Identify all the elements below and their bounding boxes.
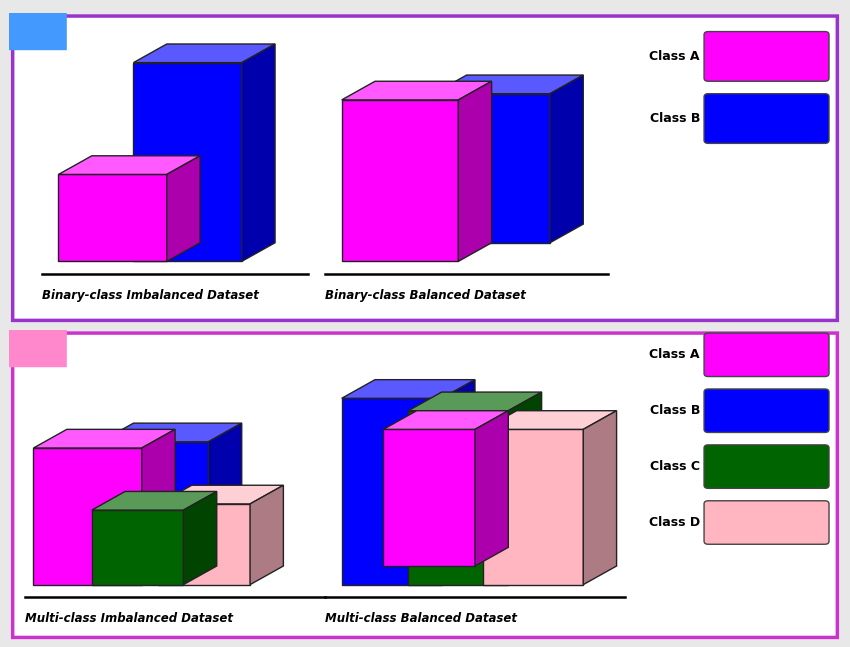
Text: Class A: Class A [649,348,700,361]
Text: Class B: Class B [649,112,700,125]
FancyBboxPatch shape [704,94,829,144]
Polygon shape [475,411,508,566]
Text: Class D: Class D [649,516,700,529]
FancyBboxPatch shape [8,324,67,367]
Polygon shape [100,442,208,554]
Polygon shape [92,510,184,585]
Polygon shape [434,75,583,94]
Polygon shape [133,44,275,63]
Polygon shape [142,430,175,585]
Polygon shape [342,100,458,261]
FancyBboxPatch shape [704,501,829,544]
Text: Multi-class Imbalanced Dataset: Multi-class Imbalanced Dataset [26,612,233,625]
FancyBboxPatch shape [704,333,829,377]
Text: Class B: Class B [649,404,700,417]
Polygon shape [33,448,142,585]
Polygon shape [550,75,583,243]
Polygon shape [241,44,275,261]
Polygon shape [583,411,616,585]
FancyBboxPatch shape [704,445,829,488]
Polygon shape [458,82,491,261]
Polygon shape [434,94,550,243]
FancyBboxPatch shape [704,32,829,82]
Polygon shape [184,492,217,585]
Polygon shape [158,485,283,504]
Polygon shape [158,504,250,585]
Polygon shape [342,380,475,399]
Polygon shape [442,380,475,585]
Polygon shape [383,411,508,430]
Polygon shape [100,423,241,442]
Text: Binary-class Balanced Dataset: Binary-class Balanced Dataset [325,289,526,302]
Polygon shape [33,430,175,448]
Polygon shape [167,156,200,261]
Polygon shape [342,399,442,585]
Text: Class A: Class A [649,50,700,63]
Polygon shape [508,392,541,585]
Polygon shape [92,492,217,510]
FancyBboxPatch shape [13,16,837,320]
Polygon shape [59,175,167,261]
FancyBboxPatch shape [8,6,67,50]
Polygon shape [408,411,508,585]
Polygon shape [408,392,541,411]
FancyBboxPatch shape [704,389,829,432]
Polygon shape [383,430,475,566]
Text: Binary-class Imbalanced Dataset: Binary-class Imbalanced Dataset [42,289,258,302]
Polygon shape [133,63,241,261]
Polygon shape [208,423,241,554]
Polygon shape [484,430,583,585]
Polygon shape [484,411,616,430]
Text: Class C: Class C [650,460,700,473]
Polygon shape [342,82,491,100]
FancyBboxPatch shape [13,333,837,637]
Polygon shape [250,485,283,585]
Polygon shape [59,156,200,175]
Text: Multi-class Balanced Dataset: Multi-class Balanced Dataset [325,612,517,625]
